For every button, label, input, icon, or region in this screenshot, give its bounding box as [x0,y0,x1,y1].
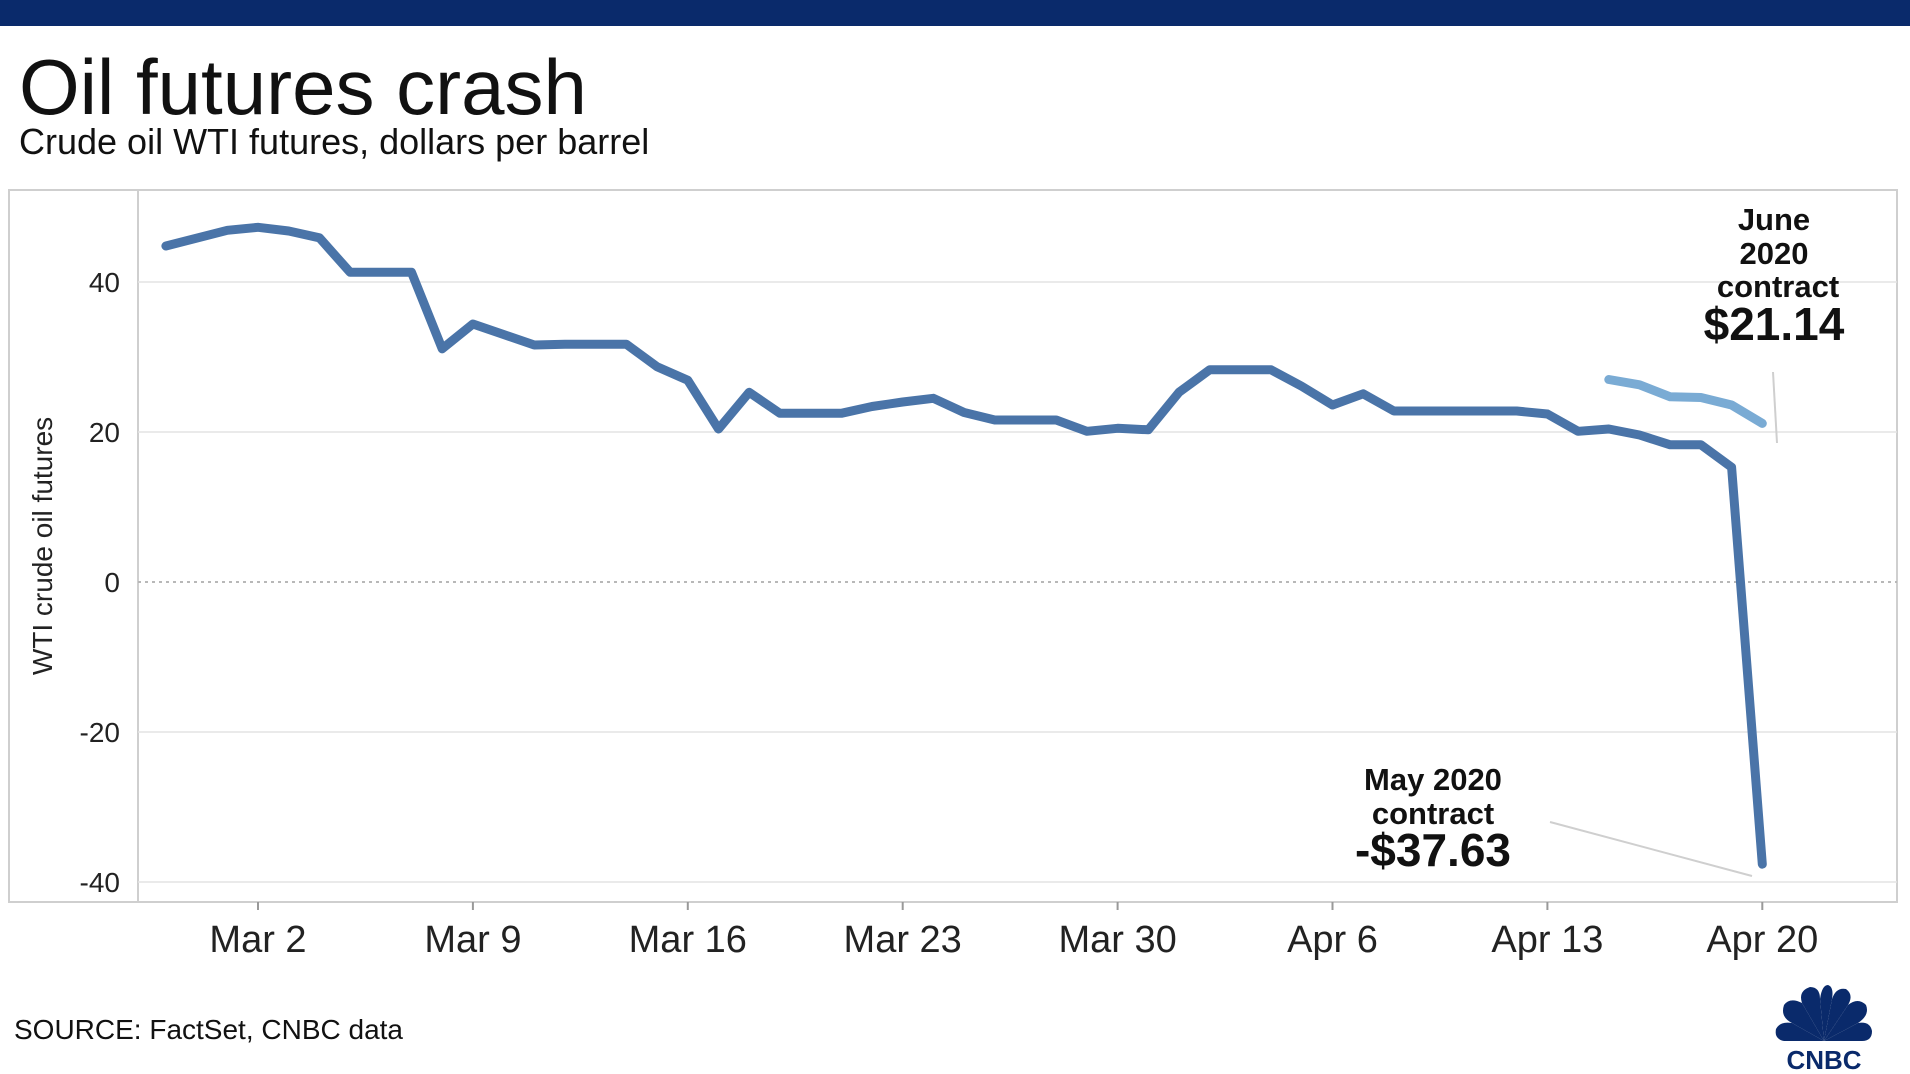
x-tick-label: Mar 16 [629,919,747,961]
y-tick-label: 0 [104,567,120,598]
y-tick-labels: 40 20 0 -20 -40 [80,267,120,898]
x-tick-label: Mar 23 [844,919,962,961]
x-tick-label: Mar 30 [1058,919,1176,961]
x-tick-label: Apr 13 [1491,919,1603,961]
oil-futures-chart: 40 20 0 -20 -40 Mar 2 Mar 9 Mar 16 Mar 23 Mar 30… [8,189,1898,961]
june-annotation-line-1: June [1738,202,1810,237]
gridlines [138,281,1897,883]
may-contract-line [161,222,1767,869]
y-tick-label: -40 [80,867,120,898]
source-note: SOURCE: FactSet, CNBC data [14,1014,404,1045]
june-annotation-line-2: 2020 [1740,236,1809,271]
chart-title: Oil futures crash [19,43,587,131]
may-annotation-line-2: contract [1372,796,1494,831]
june-annotation-value: $21.14 [1704,298,1845,350]
x-tick-label: Mar 2 [209,919,306,961]
june-annotation-leader [1772,371,1778,444]
june-contract-line [1604,375,1767,428]
series-lines [161,222,1767,869]
y-tick-label: 40 [89,267,120,298]
plot-frame [8,189,1898,903]
cnbc-logo-icon: CNBC [1775,985,1872,1073]
y-axis-label: WTI crude oil futures [27,417,58,675]
may-annotation-leader [1549,821,1753,877]
top-accent-bar [0,0,1910,26]
logo-wordmark: CNBC [1786,1045,1861,1073]
x-tick-label: Apr 6 [1287,919,1378,961]
may-annotation-value: -$37.63 [1355,824,1511,876]
y-tick-label: -20 [80,717,120,748]
x-tick-label: Mar 9 [424,919,521,961]
x-tick-labels: Mar 2 Mar 9 Mar 16 Mar 23 Mar 30 Apr 6 Apr 13 A… [209,902,1818,961]
x-tick-label: Apr 20 [1706,919,1818,961]
y-tick-label: 20 [89,417,120,448]
june-annotation-line-3: contract [1717,269,1839,304]
chart-subtitle: Crude oil WTI futures, dollars per barre… [19,121,650,162]
may-annotation-line-1: May 2020 [1364,762,1502,797]
